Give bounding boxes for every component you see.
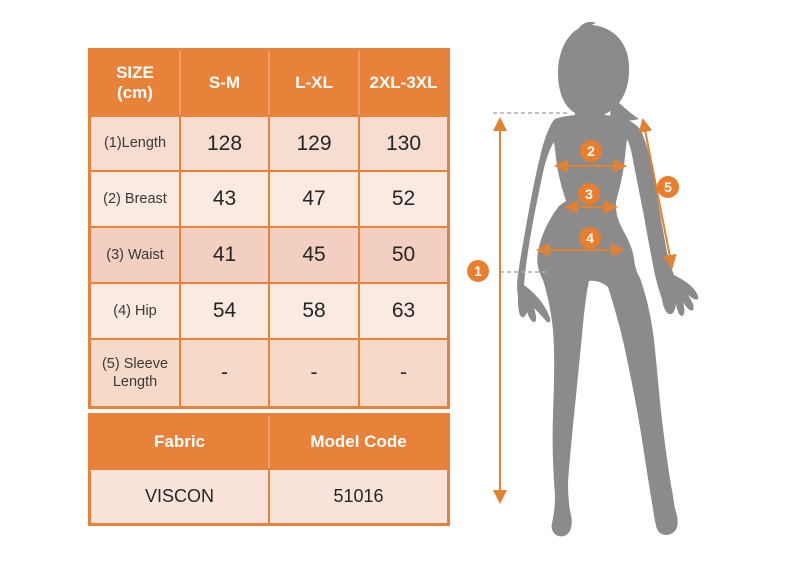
waist-2xl-3xl-value: 50 [360, 228, 447, 282]
marker-1-badge: 1 [467, 260, 489, 282]
marker-4-badge: 4 [579, 227, 601, 249]
fabric-header: Fabric [91, 416, 268, 468]
size-cm-header: SIZE (cm) [91, 51, 179, 115]
sleeve-s-m-value: - [181, 340, 268, 406]
model-code-header: Model Code [270, 416, 447, 468]
sleeve-2xl-3xl-value: - [360, 340, 447, 406]
fabric-model-table: Fabric Model Code VISCON 51016 [88, 413, 450, 526]
sleeve-l-xl-value: - [270, 340, 358, 406]
row-label-breast: (2) Breast [91, 172, 179, 226]
length-2xl-3xl-value: 130 [360, 117, 447, 170]
column-header-2xl-3xl: 2XL-3XL [360, 51, 447, 115]
marker-2-badge: 2 [580, 140, 602, 162]
breast-2xl-3xl-value: 52 [360, 172, 447, 226]
svg-text:3: 3 [585, 186, 593, 202]
breast-s-m-value: 43 [181, 172, 268, 226]
length-l-xl-value: 129 [270, 117, 358, 170]
column-header-s-m: S-M [181, 51, 268, 115]
marker-3-badge: 3 [578, 183, 600, 205]
svg-text:4: 4 [586, 230, 594, 246]
measurement-figure: 1 2 3 4 5 [465, 15, 715, 550]
length-s-m-value: 128 [181, 117, 268, 170]
size-table: SIZE (cm) S-M L-XL 2XL-3XL (1)Length 128… [88, 48, 450, 526]
waist-s-m-value: 41 [181, 228, 268, 282]
fabric-value: VISCON [91, 470, 268, 523]
svg-text:5: 5 [664, 179, 672, 195]
row-label-hip: (4) Hip [91, 284, 179, 338]
svg-text:2: 2 [587, 143, 595, 159]
sleeve-measure-arrow [638, 118, 677, 269]
figure-svg: 1 2 3 4 5 [467, 21, 699, 537]
hip-s-m-value: 54 [181, 284, 268, 338]
hip-l-xl-value: 58 [270, 284, 358, 338]
model-code-value: 51016 [270, 470, 447, 523]
woman-body-silhouette [517, 21, 699, 537]
column-header-l-xl: L-XL [270, 51, 358, 115]
row-label-length: (1)Length [91, 117, 179, 170]
size-table-main: SIZE (cm) S-M L-XL 2XL-3XL (1)Length 128… [88, 48, 450, 409]
row-label-sleeve-length: (5) Sleeve Length [91, 340, 179, 406]
waist-l-xl-value: 45 [270, 228, 358, 282]
svg-text:1: 1 [474, 263, 482, 279]
breast-l-xl-value: 47 [270, 172, 358, 226]
marker-5-badge: 5 [657, 176, 679, 198]
hip-2xl-3xl-value: 63 [360, 284, 447, 338]
row-label-waist: (3) Waist [91, 228, 179, 282]
